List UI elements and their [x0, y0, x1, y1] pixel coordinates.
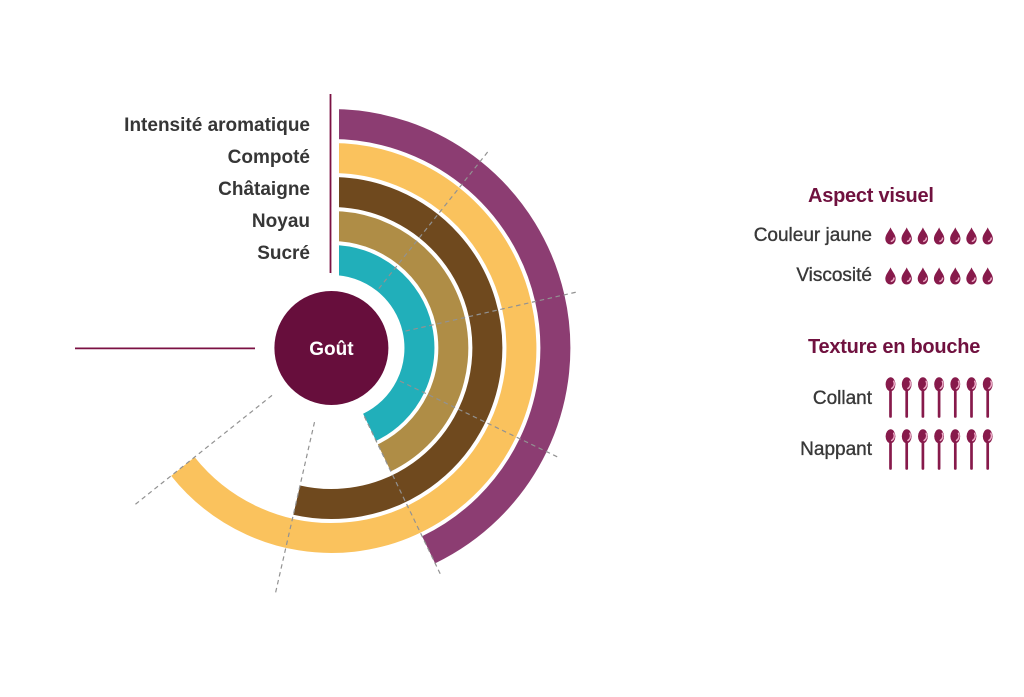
svg-text:Goût: Goût	[309, 339, 354, 360]
